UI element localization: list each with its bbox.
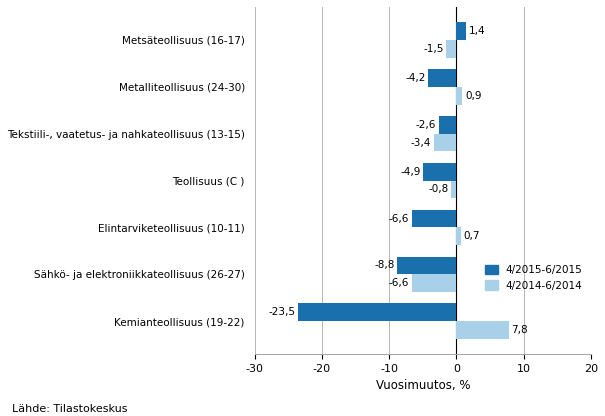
Text: -6,6: -6,6 bbox=[389, 278, 410, 288]
Bar bbox=[456, 22, 466, 40]
Text: -3,4: -3,4 bbox=[410, 138, 431, 148]
Bar bbox=[424, 163, 456, 181]
Bar bbox=[412, 210, 456, 228]
Bar bbox=[434, 134, 456, 151]
Text: -2,6: -2,6 bbox=[416, 120, 436, 130]
Text: -0,8: -0,8 bbox=[428, 184, 448, 194]
Text: -4,9: -4,9 bbox=[401, 167, 420, 177]
X-axis label: Vuosimuutos, %: Vuosimuutos, % bbox=[376, 379, 470, 392]
Text: Lähde: Tilastokeskus: Lähde: Tilastokeskus bbox=[12, 404, 128, 414]
Text: 1,4: 1,4 bbox=[468, 26, 485, 36]
Text: 7,8: 7,8 bbox=[512, 325, 528, 335]
Text: -1,5: -1,5 bbox=[424, 44, 443, 54]
Text: 0,7: 0,7 bbox=[464, 231, 480, 241]
Bar bbox=[451, 181, 456, 198]
Text: -8,8: -8,8 bbox=[374, 260, 394, 270]
Text: 0,9: 0,9 bbox=[465, 91, 482, 101]
Bar bbox=[412, 275, 456, 292]
Bar bbox=[456, 87, 462, 104]
Text: -4,2: -4,2 bbox=[405, 73, 425, 83]
Bar bbox=[439, 116, 456, 134]
Bar bbox=[298, 303, 456, 321]
Text: -23,5: -23,5 bbox=[269, 307, 296, 317]
Bar bbox=[456, 228, 461, 245]
Bar bbox=[428, 69, 456, 87]
Bar bbox=[456, 321, 509, 339]
Legend: 4/2015-6/2015, 4/2014-6/2014: 4/2015-6/2015, 4/2014-6/2014 bbox=[482, 262, 586, 294]
Bar bbox=[446, 40, 456, 57]
Bar bbox=[397, 257, 456, 275]
Text: -6,6: -6,6 bbox=[389, 213, 410, 223]
